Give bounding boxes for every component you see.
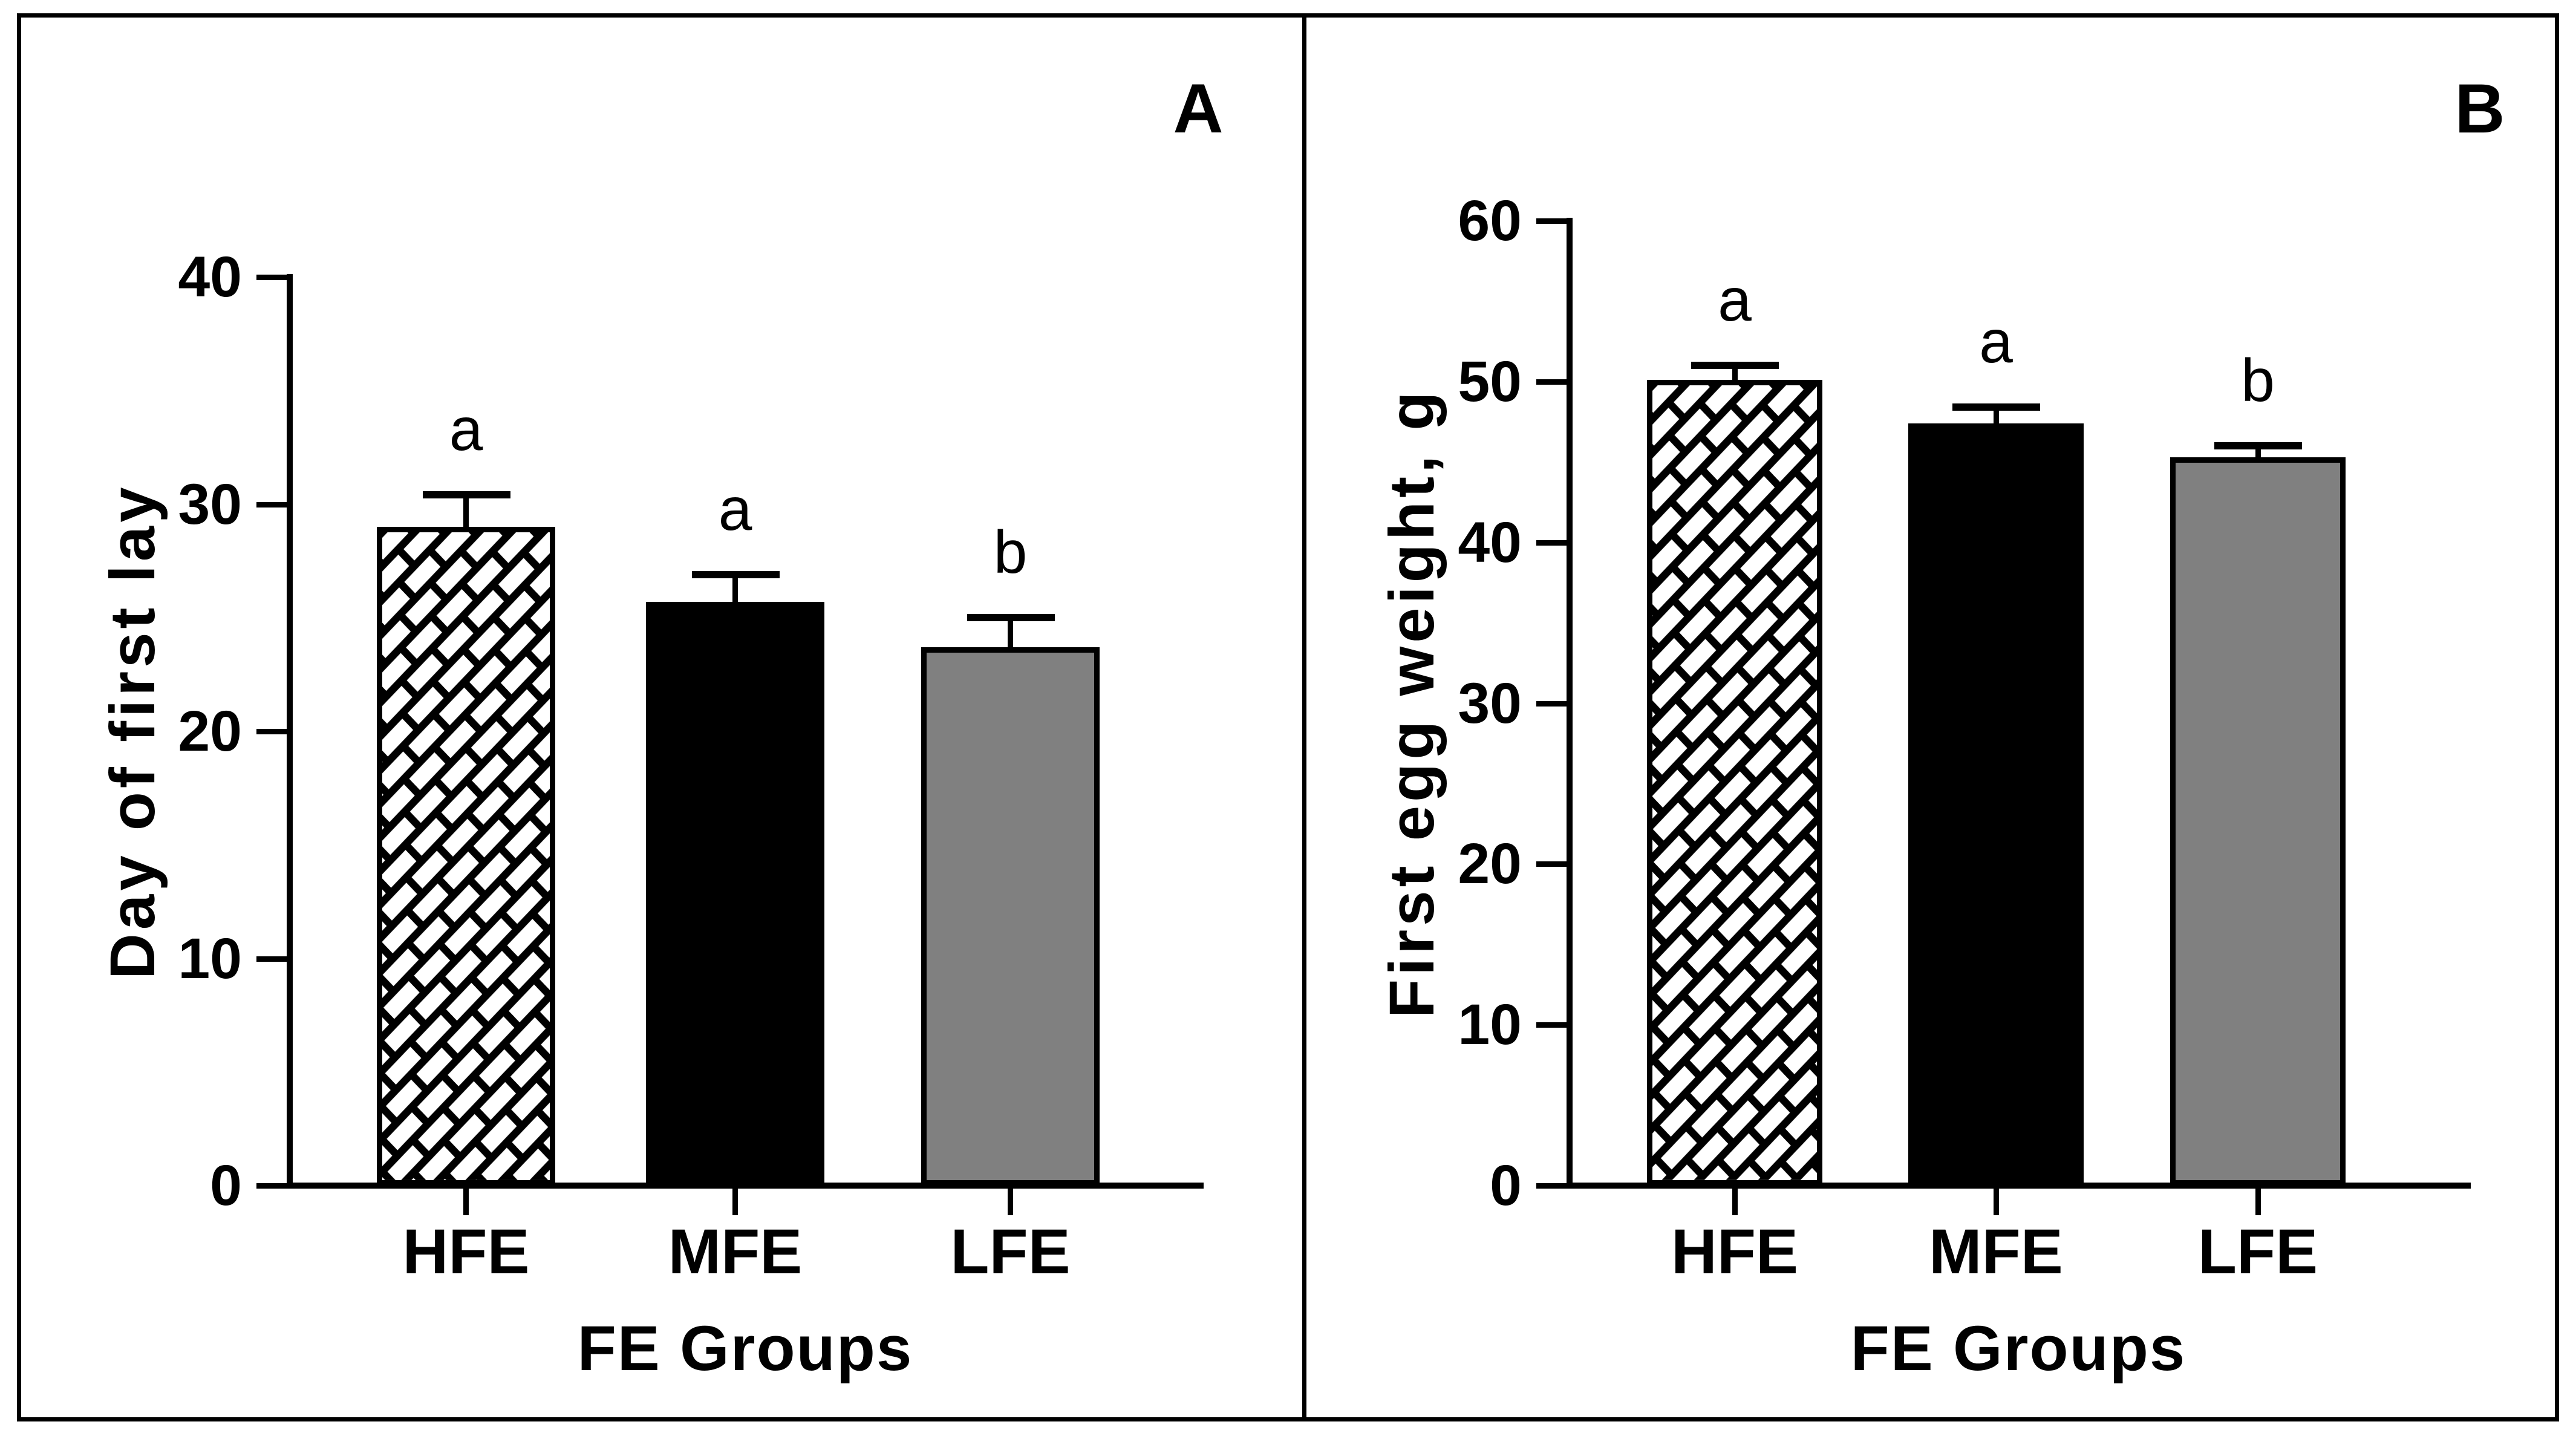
- y-tick-a: [256, 1183, 287, 1189]
- error-bar-stem-mfe-b: [1993, 407, 1999, 429]
- bar-mfe-a: [646, 601, 824, 1186]
- y-tick-b: [1536, 1022, 1567, 1028]
- x-axis-title-a: FE Groups: [577, 1313, 913, 1384]
- x-tick-hfe-a: [463, 1189, 469, 1215]
- y-tick-b: [1536, 700, 1567, 707]
- x-tick-mfe-b: [1993, 1189, 1999, 1215]
- error-bar-stem-lfe-a: [1008, 618, 1013, 654]
- y-tick-label-b: 0: [1490, 1154, 1522, 1218]
- error-bar-stem-hfe-a: [463, 495, 469, 534]
- error-bar-cap-lfe-b: [2214, 442, 2302, 450]
- error-bar-cap-lfe-a: [967, 614, 1055, 622]
- x-category-label-lfe-a: LFE: [950, 1216, 1071, 1287]
- y-tick-label-b: 50: [1458, 349, 1522, 414]
- y-tick-label-b: 10: [1458, 993, 1522, 1057]
- y-tick-b: [1536, 1183, 1567, 1189]
- bar-lfe-b: [2170, 457, 2346, 1186]
- y-tick-b: [1536, 379, 1567, 385]
- error-bar-stem-hfe-b: [1732, 365, 1738, 387]
- sig-letter-hfe-b: a: [1718, 266, 1752, 335]
- y-axis-line-a: [287, 274, 293, 1189]
- x-tick-hfe-b: [1732, 1189, 1738, 1215]
- sig-letter-hfe-a: a: [449, 396, 483, 464]
- bar-hfe-b: [1647, 380, 1822, 1186]
- y-axis-title-b: First egg weight, g: [1377, 388, 1447, 1019]
- panel-letter-b: B: [2454, 70, 2505, 148]
- y-tick-label-b: 30: [1458, 671, 1522, 736]
- y-tick-b: [1536, 861, 1567, 867]
- error-bar-stem-mfe-a: [732, 574, 738, 608]
- y-tick-a: [256, 729, 287, 734]
- x-category-label-hfe-b: HFE: [1671, 1216, 1798, 1287]
- y-tick-a: [256, 501, 287, 507]
- y-tick-label-b: 20: [1458, 832, 1522, 896]
- y-tick-label-a: 10: [178, 926, 242, 991]
- y-tick-label-a: 20: [178, 699, 242, 763]
- x-tick-lfe-b: [2255, 1189, 2261, 1215]
- sig-letter-mfe-b: a: [1979, 308, 2013, 376]
- x-tick-lfe-a: [1008, 1189, 1013, 1215]
- diagonal-brick-hatch-pattern: [1652, 385, 1817, 1180]
- diagonal-brick-hatch-pattern: [382, 532, 550, 1180]
- y-tick-label-a: 0: [210, 1154, 242, 1218]
- y-tick-a: [256, 956, 287, 962]
- y-tick-b: [1536, 540, 1567, 546]
- x-category-label-mfe-b: MFE: [1929, 1216, 2063, 1287]
- bar-lfe-a: [921, 647, 1100, 1186]
- error-bar-stem-lfe-b: [2255, 446, 2261, 463]
- error-bar-cap-hfe-b: [1691, 362, 1779, 370]
- y-tick-a: [256, 275, 287, 280]
- error-bar-cap-mfe-b: [1952, 403, 2040, 411]
- error-bar-cap-mfe-a: [691, 570, 780, 578]
- x-axis-title-b: FE Groups: [1850, 1313, 2186, 1384]
- bar-hfe-a: [377, 527, 555, 1186]
- x-axis-line-a: [287, 1183, 1204, 1189]
- y-axis-title-a: Day of first lay: [97, 483, 168, 979]
- error-bar-cap-hfe-a: [422, 491, 510, 499]
- bar-mfe-b: [1908, 423, 2084, 1186]
- sig-letter-lfe-b: b: [2241, 347, 2275, 415]
- panel-letter-a: A: [1173, 70, 1224, 148]
- y-tick-label-a: 30: [178, 472, 242, 537]
- x-axis-line-b: [1567, 1183, 2471, 1189]
- y-tick-b: [1536, 218, 1567, 224]
- panel-divider-line: [1302, 13, 1306, 1421]
- sig-letter-mfe-a: a: [718, 475, 752, 543]
- y-tick-label-b: 40: [1458, 510, 1522, 575]
- x-tick-mfe-a: [732, 1189, 738, 1215]
- x-category-label-hfe-a: HFE: [402, 1216, 530, 1287]
- sig-letter-lfe-a: b: [993, 518, 1028, 587]
- figure-border: [17, 13, 2559, 1421]
- x-category-label-mfe-a: MFE: [668, 1216, 803, 1287]
- y-tick-label-b: 60: [1458, 189, 1522, 253]
- y-axis-line-b: [1567, 218, 1573, 1189]
- y-tick-label-a: 40: [178, 245, 242, 309]
- x-category-label-lfe-b: LFE: [2197, 1216, 2318, 1287]
